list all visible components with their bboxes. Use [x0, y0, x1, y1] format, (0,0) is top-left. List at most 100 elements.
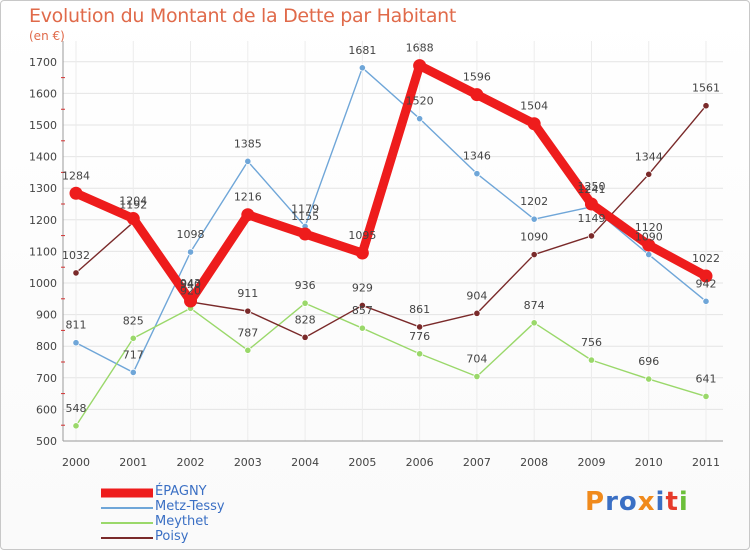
data-point — [72, 339, 80, 347]
data-label: 874 — [524, 299, 545, 312]
data-label: 1022 — [692, 252, 720, 265]
data-label: 920 — [180, 284, 201, 297]
data-point — [645, 250, 653, 259]
data-label: 1561 — [692, 82, 720, 95]
data-label: 1385 — [234, 137, 262, 150]
data-point — [358, 301, 366, 310]
data-point — [244, 157, 252, 165]
data-label: 929 — [352, 281, 373, 294]
legend-label-metz-tessy: Metz-Tessy — [155, 499, 225, 514]
data-label: 1149 — [577, 212, 605, 225]
y-tick-label: 1200 — [29, 214, 57, 227]
data-label: 1346 — [463, 150, 491, 163]
data-point — [129, 334, 137, 342]
data-point — [184, 294, 198, 308]
y-tick-label: 1600 — [29, 87, 57, 100]
data-point — [527, 117, 541, 131]
data-point — [358, 64, 366, 72]
data-point — [72, 269, 80, 277]
legend-item-epagny: ÉPAGNY — [101, 485, 301, 500]
data-point — [645, 375, 653, 383]
data-label: 904 — [466, 289, 487, 302]
x-tick-label: 2010 — [635, 456, 663, 469]
logo-letter: x — [637, 487, 656, 517]
legend-label-meythet: Meythet — [155, 514, 209, 529]
data-point — [642, 238, 656, 252]
y-tick-label: 600 — [36, 403, 57, 416]
data-label: 1504 — [520, 100, 548, 113]
x-tick-label: 2008 — [520, 456, 548, 469]
data-label: 1596 — [463, 71, 491, 84]
logo-letter: r — [605, 487, 619, 517]
x-tick-label: 2001 — [119, 456, 147, 469]
data-point — [645, 170, 653, 178]
data-point — [702, 297, 710, 305]
x-tick-label: 2003 — [234, 456, 262, 469]
data-label: 1120 — [635, 221, 663, 234]
data-point — [301, 333, 309, 341]
data-point — [301, 299, 309, 307]
y-tick-label: 700 — [36, 372, 57, 385]
y-tick-label: 900 — [36, 309, 57, 322]
data-label: 1090 — [635, 231, 663, 244]
data-point — [473, 309, 481, 317]
series-line-meythet — [75, 302, 707, 427]
data-point — [416, 350, 424, 358]
y-tick-label: 1000 — [29, 277, 57, 290]
data-label: 1090 — [520, 231, 548, 244]
x-tick-label: 2000 — [62, 456, 90, 469]
x-tick-label: 2009 — [577, 456, 605, 469]
data-label: 936 — [295, 279, 316, 292]
data-label: 1095 — [348, 229, 376, 242]
data-point — [72, 422, 80, 430]
data-label: 756 — [581, 336, 602, 349]
y-tick-label: 800 — [36, 340, 57, 353]
data-label: 1241 — [577, 183, 605, 196]
legend-swatch-metz-tessy — [101, 506, 153, 509]
data-label: 1098 — [177, 228, 205, 241]
data-label: 940 — [180, 278, 201, 291]
data-label: 1204 — [119, 195, 147, 208]
x-tick-label: 2011 — [692, 456, 720, 469]
data-point — [241, 208, 255, 222]
data-label: 1250 — [577, 180, 605, 193]
data-point — [413, 59, 427, 73]
data-label: 1192 — [119, 198, 147, 211]
data-label: 1216 — [234, 191, 262, 204]
data-point — [584, 197, 598, 211]
y-tick-label: 1300 — [29, 182, 57, 195]
data-point — [473, 170, 481, 178]
data-point — [244, 346, 252, 354]
line-chart: 500 600 700 800 900 1000 1100 1200 1300 1400 1500 1… — [29, 41, 723, 469]
data-label: 1284 — [62, 169, 90, 182]
data-label: 1688 — [406, 42, 434, 55]
logo-letter: i — [655, 487, 666, 517]
data-point — [530, 215, 538, 223]
logo-letter: P — [585, 487, 606, 517]
data-label: 811 — [66, 319, 87, 332]
chart-subtitle: (en €) — [29, 29, 65, 43]
data-point — [587, 232, 596, 240]
data-label: 1032 — [62, 249, 90, 262]
data-point — [530, 250, 538, 259]
legend-swatch-meythet — [101, 521, 153, 524]
data-label: 776 — [409, 330, 430, 343]
series-line-épagny — [71, 61, 711, 306]
data-point — [416, 115, 424, 123]
data-label: 1179 — [291, 202, 319, 215]
logo-letter: o — [618, 487, 638, 517]
chart-title: Evolution du Montant de la Dette par Hab… — [29, 5, 457, 27]
data-label: 641 — [696, 372, 717, 385]
data-label: 911 — [237, 287, 258, 300]
data-label: 1155 — [291, 210, 319, 223]
data-label: 696 — [638, 355, 659, 368]
data-point — [244, 307, 252, 315]
legend: ÉPAGNY Metz-Tessy Meythet Poisy — [101, 485, 301, 545]
data-label: 1681 — [348, 44, 376, 57]
legend-swatch-poisy — [101, 536, 153, 539]
data-label: 828 — [295, 313, 316, 326]
data-point — [416, 323, 424, 331]
data-label: 1202 — [520, 195, 548, 208]
data-point — [699, 269, 713, 283]
data-label: 943 — [180, 277, 201, 290]
